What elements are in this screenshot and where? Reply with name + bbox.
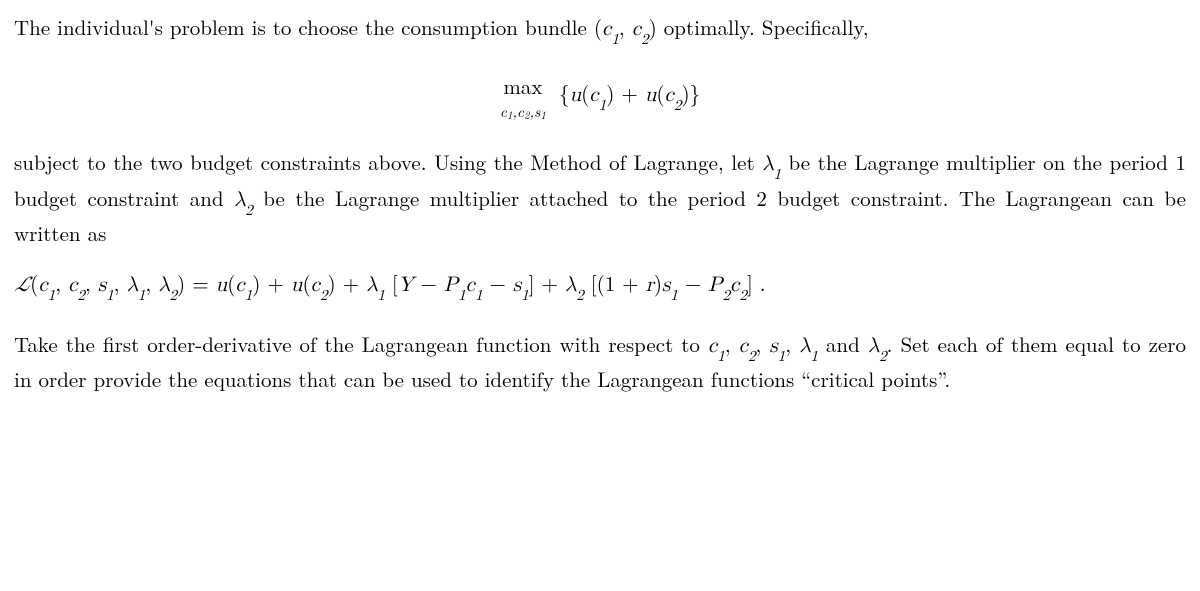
var-lambda2: λ2 — [234, 190, 253, 211]
comma: , — [619, 12, 632, 42]
foc-paragraph: Take the first order-derivative of the L… — [14, 329, 1186, 395]
text: subject to the two budget constraints ab… — [14, 147, 762, 177]
max-subscript: c1,c2,s1 — [500, 104, 546, 120]
constraints-paragraph: subject to the two budget constraints ab… — [14, 147, 1186, 248]
rparen: ) — [649, 12, 657, 42]
text: The individual's problem is to choose th… — [14, 12, 594, 42]
intro-paragraph: The individual's problem is to choose th… — [14, 12, 1186, 47]
script-L: ℒ — [14, 275, 30, 296]
lagrangean-equation: ℒ(c1, c2, s1, λ1, λ2) = u(c1) + u(c2) + … — [14, 268, 1186, 303]
lparen: ( — [594, 12, 602, 42]
text: optimally. Specifically, — [657, 12, 869, 42]
var-lambda1: λ1 — [762, 154, 781, 175]
objective-equation: max c1,c2,s1 {u(c1) + u(c2)} — [14, 71, 1186, 119]
text: and — [818, 329, 868, 359]
max-operator: max c1,c2,s1 — [500, 71, 546, 119]
max-label: max — [500, 71, 546, 101]
var-c1: c1 — [602, 19, 619, 40]
objective-body: {u(c1) + u(c2)} — [559, 78, 700, 113]
text: Take the first order-derivative of the L… — [14, 329, 708, 359]
var-c2: c2 — [632, 19, 649, 40]
